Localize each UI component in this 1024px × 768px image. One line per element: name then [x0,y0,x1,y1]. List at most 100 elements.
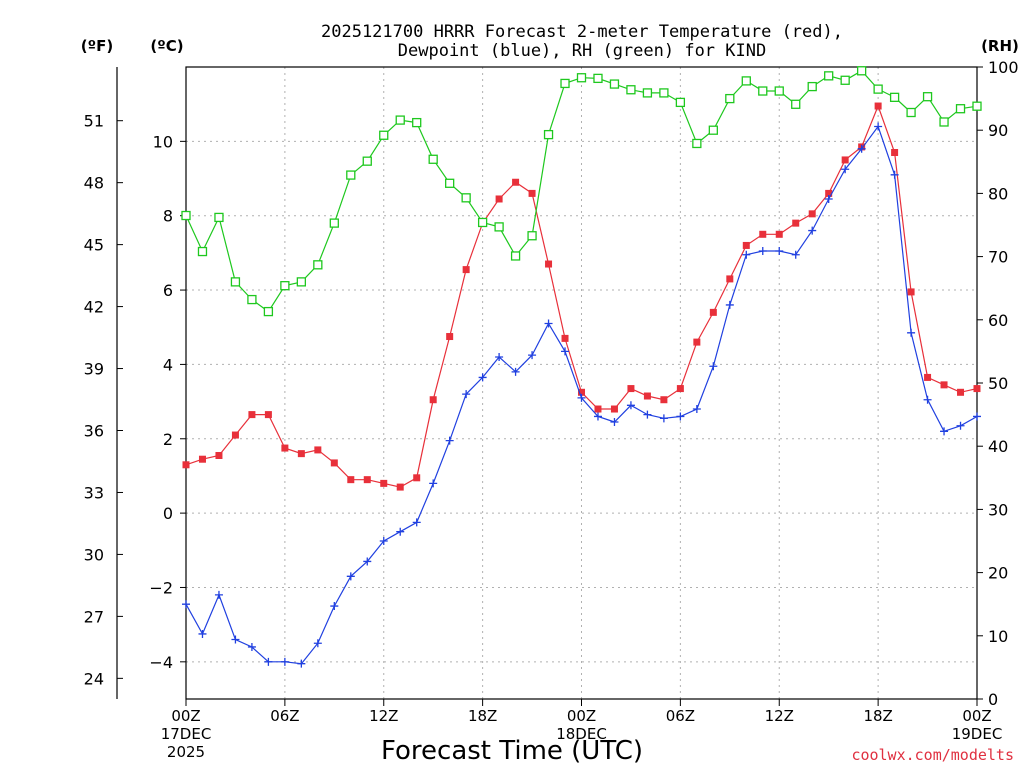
fahrenheit-tick-label: 27 [84,607,104,626]
dewpoint-point [264,657,273,666]
dewpoint-point [824,194,833,203]
temperature-point [940,381,948,389]
dewpoint-point [561,347,570,356]
x-tick-label: 00Z [171,707,200,725]
temperature-point [726,275,734,283]
dewpoint-point [725,300,734,309]
temperature-point [264,411,272,419]
x-tick-label: 12Z [765,707,794,725]
temperature-point [363,476,371,484]
dewpoint-point [412,518,421,527]
temperature-point [347,476,355,484]
dewpoint-point [429,479,438,488]
dewpoint-point [297,659,306,668]
dewpoint-point [330,602,339,611]
rh-point [263,306,274,317]
dewpoint-point [478,373,487,382]
temperature-point [215,451,223,459]
rh-point [576,73,587,83]
rh-tick-label: 40 [988,437,1008,456]
dewpoint-point [544,319,553,328]
rh-point [214,212,224,223]
rh-point [708,125,718,135]
temperature-point [281,444,289,452]
rh-point [412,117,422,128]
temperature-point [182,461,190,469]
dewpoint-point [775,247,784,256]
dewpoint-point [791,250,800,259]
temperature-point [594,405,602,413]
dewpoint-point [659,414,668,423]
chart-title-line2: Dewpoint (blue), RH (green) for KIND [398,41,766,61]
rh-tick-label: 50 [988,374,1008,393]
fahrenheit-tick-label: 24 [84,669,104,688]
celsius-tick-label: 0 [163,504,173,523]
temperature-point [297,450,305,458]
temperature-point [198,455,206,463]
rh-point [758,86,768,96]
plot-frame [185,66,978,700]
x-tick-label: 06Z [270,707,299,725]
temperature-point [957,388,965,396]
rh-point [197,246,208,257]
dewpoint-point [676,412,685,421]
rh-point [791,99,801,109]
rh-point [955,104,966,114]
x-tick-label: 06Z [666,707,695,725]
dewpoint-point [511,367,520,376]
rh-point [280,281,290,291]
x-tick-label: 00Z [962,707,991,725]
temperature-point [512,178,520,186]
temperature-point [759,230,767,238]
temperature-point [561,334,569,342]
celsius-tick-label: 6 [163,281,173,300]
fahrenheit-tick-label: 36 [84,422,104,441]
temperature-point [825,189,833,197]
rh-tick-label: 10 [988,627,1008,646]
rh-point [477,217,488,228]
rh-point [741,76,751,86]
celsius-tick-label: −2 [149,578,173,597]
temperature-point [396,483,404,491]
x-tick-label: 00Z [567,707,596,725]
fahrenheit-tick-label: 33 [84,483,104,502]
rh-point [181,210,191,221]
dewpoint-point [643,410,652,419]
temperature-point [643,392,651,400]
temperature-point [775,230,783,238]
rh-point [445,178,455,188]
rh-point [362,156,372,166]
x-tick-date-label: 19DEC [952,725,1003,743]
dewpoint-point [692,405,701,414]
fahrenheit-tick-label: 39 [84,360,104,379]
rh-point [692,138,702,149]
rh-point [461,193,471,203]
dewpoint-point [626,401,635,410]
rh-tick-label: 20 [988,564,1008,583]
rh-point [593,73,603,84]
dewpoint-point [857,144,866,153]
x-axis-label: Forecast Time (UTC) [381,736,643,766]
temperature-point [314,446,322,454]
x-tick-label: 18Z [468,707,497,725]
temperature-point [924,373,932,381]
rh-point [346,170,356,180]
temperature-point [231,431,239,439]
dewpoint-point [528,351,537,360]
rh-unit-label: (RH) [981,37,1019,55]
temperature-point [660,396,668,404]
rh-point [725,93,735,104]
dewpoint-point [709,362,718,371]
rh-point [428,154,438,164]
temperature-point [610,405,618,413]
rh-point [906,107,916,118]
celsius-tick-label: 2 [163,430,173,449]
dewpoint-point [346,572,355,581]
temperature-point [627,385,635,393]
temperature-point [874,102,882,110]
dewpoint-point [956,421,965,430]
series-dewpoint [182,122,981,668]
temperature-point [413,474,421,482]
dewpoint-point [445,436,454,445]
temperature-point [462,266,470,274]
